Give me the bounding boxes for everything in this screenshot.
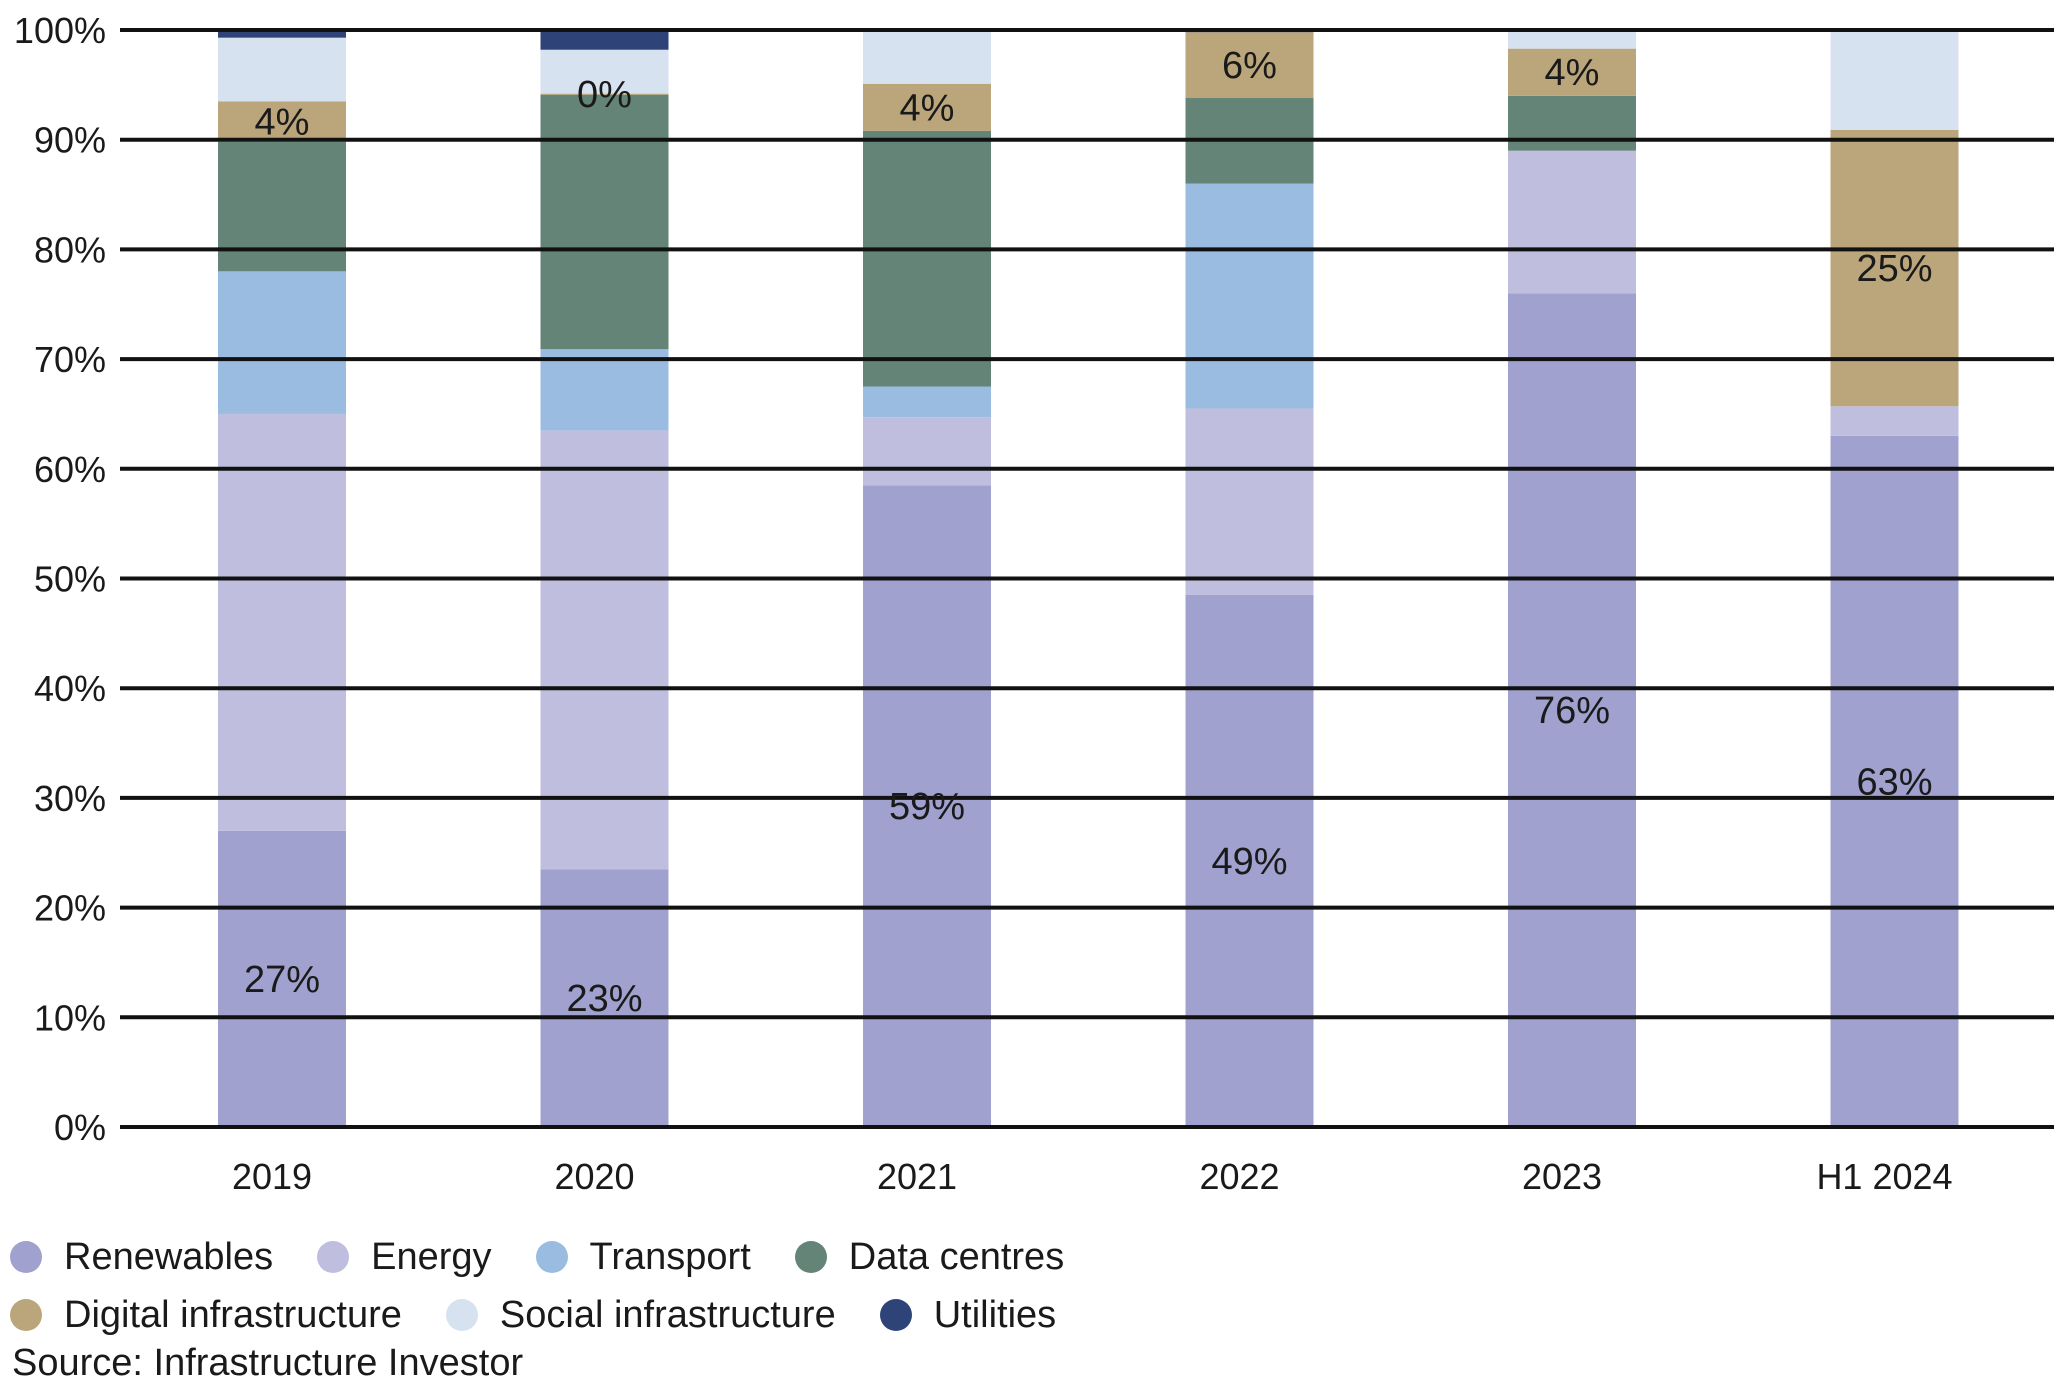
bar-energy-h1-2024: [1830, 406, 1959, 436]
x-tick-label: 2021: [877, 1156, 957, 1197]
legend-swatch: [317, 1241, 350, 1273]
legend-item-transport: Transport: [535, 1235, 751, 1279]
data-label-renewables-2019: 27%: [244, 959, 320, 1001]
bar-data-centres-2021: [863, 130, 991, 387]
bar-energy-2021: [863, 417, 991, 486]
bar-renewables-2023: [1508, 293, 1636, 1127]
bar-renewables-2022: [1185, 594, 1314, 1127]
bar-social-infrastructure-2020: [540, 49, 669, 94]
y-tick-label: 50%: [34, 559, 106, 600]
x-tick-label: 2023: [1522, 1156, 1602, 1197]
legend-label: Renewables: [64, 1235, 274, 1278]
bar-data-centres-2020: [540, 94, 669, 350]
legend-swatch: [10, 1241, 42, 1273]
grid-layer: [120, 28, 2054, 1129]
y-tick-label: 30%: [34, 778, 106, 819]
stacked-bar-chart: 27% 4% 2019 23% 0% 2020 59% 4% 2021 49% 6% 2022 76% 4…: [14, 10, 2054, 1197]
bar-social-infrastructure-2019: [218, 37, 346, 102]
y-tick-label: 60%: [34, 449, 106, 490]
y-tick-label: 20%: [34, 888, 106, 929]
x-tick-label: 2019: [232, 1156, 312, 1197]
data-label-renewables-2023: 76%: [1534, 690, 1610, 732]
legend-item-energy: Energy: [317, 1235, 492, 1279]
bar-transport-2019: [218, 271, 346, 414]
bar-renewables-2021: [863, 485, 991, 1127]
legend-item-digital-infrastructure: Digital infrastructure: [10, 1294, 402, 1337]
data-label-digital-infrastructure-2021: 4%: [900, 87, 955, 129]
y-tick-label: 100%: [14, 10, 106, 51]
data-label-digital-infrastructure-2019: 4%: [255, 102, 310, 144]
bar-digital-infrastructure-2020: [540, 93, 669, 95]
bar-renewables-h1-2024: [1830, 435, 1959, 1127]
y-tick-label: 10%: [34, 997, 106, 1038]
bar-social-infrastructure-h1-2024: [1830, 30, 1959, 130]
y-tick-label: 0%: [54, 1107, 106, 1148]
bar-data-centres-2023: [1508, 95, 1636, 151]
data-label-digital-infrastructure-h1-2024: 25%: [1856, 248, 1932, 290]
bar-transport-2021: [863, 386, 991, 418]
source-note: Source: Infrastructure Investor: [12, 1342, 524, 1384]
data-label-digital-infrastructure-2023: 4%: [1545, 52, 1600, 94]
bar-renewables-2019: [218, 830, 346, 1127]
y-tick-label: 70%: [34, 339, 106, 380]
legend-swatch: [10, 1299, 42, 1331]
bar-digital-infrastructure-2019: [218, 101, 346, 142]
bar-social-infrastructure-2021: [863, 30, 991, 84]
legend-label: Energy: [371, 1235, 492, 1278]
legend-swatch: [794, 1241, 827, 1273]
bar-transport-2022: [1185, 183, 1314, 409]
x-tick-label: 2020: [554, 1156, 634, 1197]
legend-item-data-centres: Data centres: [794, 1235, 1065, 1279]
x-tick-label: H1 2024: [1816, 1156, 1952, 1197]
bar-digital-infrastructure-2022: [1185, 32, 1314, 99]
y-tick-label: 40%: [34, 668, 106, 709]
x-tick-label: 2022: [1199, 1156, 1279, 1197]
legend-label: Digital infrastructure: [64, 1293, 402, 1336]
legend-label: Data centres: [848, 1235, 1065, 1278]
bar-data-centres-2019: [218, 141, 346, 272]
bar-renewables-2020: [540, 869, 669, 1127]
legend-swatch: [445, 1299, 478, 1331]
legend: Renewables Energy Transport Data centres Dig…: [10, 1228, 1410, 1344]
bar-energy-2019: [218, 413, 346, 831]
labels-layer: 27% 4% 2019 23% 0% 2020 59% 4% 2021 49% 6% 2022 76% 4…: [14, 10, 1953, 1197]
legend-row: Digital infrastructure Social infrastruct…: [10, 1286, 1410, 1344]
bar-energy-2020: [540, 430, 669, 870]
legend-item-utilities: Utilities: [879, 1293, 1057, 1337]
legend-label: Utilities: [933, 1293, 1057, 1336]
legend-item-renewables: Renewables: [10, 1236, 273, 1279]
bar-energy-2023: [1508, 150, 1636, 294]
bar-energy-2022: [1185, 408, 1314, 595]
bar-digital-infrastructure-2023: [1508, 48, 1636, 96]
data-label-renewables-2021: 59%: [889, 786, 965, 828]
data-label-renewables-2022: 49%: [1211, 841, 1287, 883]
legend-swatch: [879, 1299, 912, 1331]
legend-label: Social infrastructure: [499, 1293, 836, 1336]
legend-swatch: [535, 1241, 568, 1273]
bar-transport-2020: [540, 349, 669, 431]
y-tick-label: 90%: [34, 120, 106, 161]
y-tick-label: 80%: [34, 229, 106, 270]
bar-utilities-2020: [540, 30, 669, 50]
bar-digital-infrastructure-2021: [863, 83, 991, 131]
legend-label: Transport: [589, 1235, 751, 1278]
bar-utilities-2019: [218, 30, 346, 38]
data-label-renewables-2020: 23%: [566, 978, 642, 1020]
bars-layer: [218, 30, 1959, 1127]
data-label-renewables-h1-2024: 63%: [1856, 761, 1932, 803]
legend-row: Renewables Energy Transport Data centres: [10, 1228, 1410, 1286]
bar-social-infrastructure-2023: [1508, 30, 1636, 49]
data-label-digital-infrastructure-2020: 0%: [577, 74, 632, 116]
legend-item-social-infrastructure: Social infrastructure: [445, 1293, 836, 1337]
data-label-digital-infrastructure-2022: 6%: [1222, 45, 1277, 87]
